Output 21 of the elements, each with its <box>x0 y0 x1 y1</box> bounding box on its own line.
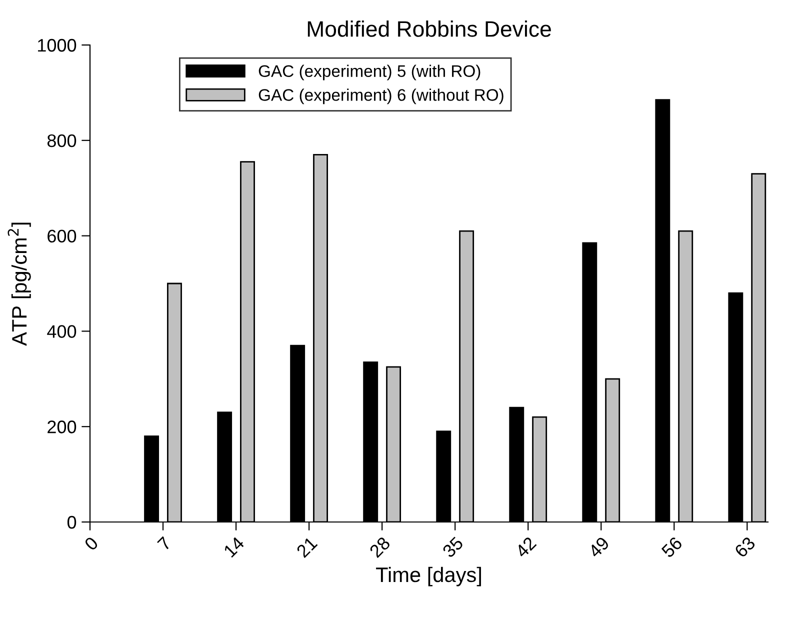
legend-label: GAC (experiment) 5 (with RO) <box>258 64 480 80</box>
chart-title: Modified Robbins Device <box>308 20 551 37</box>
x-tick-label: 49 <box>588 536 610 558</box>
legend-label: GAC (experiment) 6 (without RO) <box>258 88 504 104</box>
x-tick-label: 35 <box>442 536 464 558</box>
y-tick-label: 400 <box>47 325 76 338</box>
y-tick-label: 1000 <box>38 38 76 52</box>
y-tick-label: 0 <box>67 516 76 529</box>
x-tick-label: 28 <box>368 536 391 558</box>
x-tick-label: 7 <box>157 536 172 551</box>
x-tick-label: 42 <box>514 536 537 558</box>
y-axis-title: ATP [pg/cm$^{2}$] <box>8 222 31 346</box>
x-tick-label: 63 <box>734 536 756 558</box>
y-tick-label: 600 <box>48 230 76 243</box>
x-tick-label: 56 <box>660 536 683 558</box>
x-axis-title: Time [days] <box>376 566 481 586</box>
x-tick-label: 0 <box>84 536 99 552</box>
y-tick-label: 200 <box>48 420 76 434</box>
x-tick-label: 21 <box>296 536 318 558</box>
x-tick-label: 14 <box>223 536 245 558</box>
y-tick-label: 800 <box>47 134 76 148</box>
